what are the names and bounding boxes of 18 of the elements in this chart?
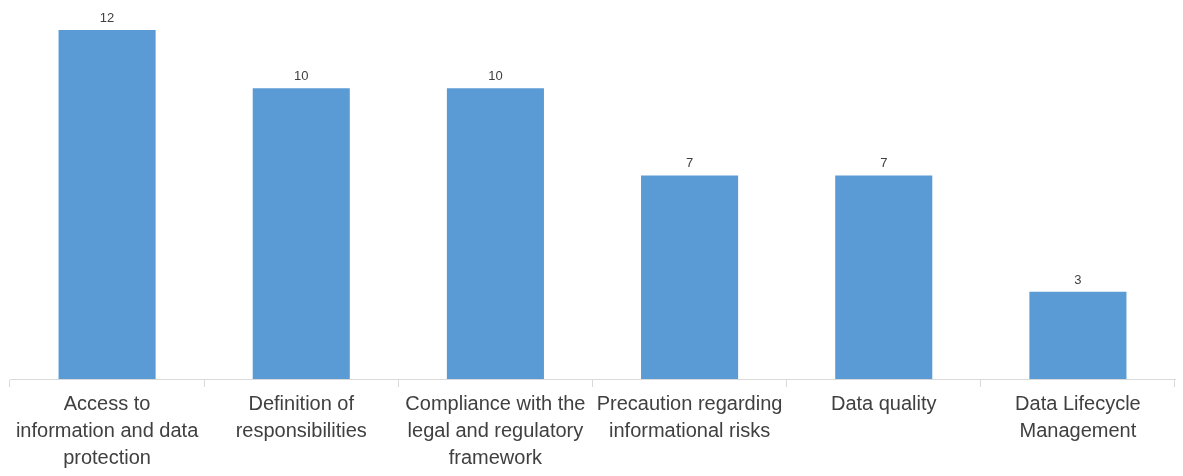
x-tick-label: Compliance with the legal and regulatory framework [405, 392, 586, 469]
data-label: 7 [880, 155, 888, 171]
bar [58, 30, 156, 379]
bar [1029, 291, 1127, 379]
x-tick-label: Access to information and data protection [15, 392, 200, 469]
data-label: 3 [1074, 271, 1082, 287]
bar [641, 175, 739, 379]
bar [252, 88, 350, 379]
data-label: 12 [99, 10, 115, 26]
data-label: 10 [294, 68, 309, 84]
bar [446, 88, 544, 379]
x-tick-label: Precaution regarding informational risks [596, 392, 783, 442]
x-tick-label: Definition of responsibilities [235, 392, 367, 442]
x-tick-label: Data Lifecycle Management [1015, 392, 1141, 442]
bar [835, 175, 933, 379]
x-tick-label: Data quality [830, 392, 937, 415]
data-label: 7 [685, 155, 694, 171]
data-label: 10 [488, 68, 503, 84]
